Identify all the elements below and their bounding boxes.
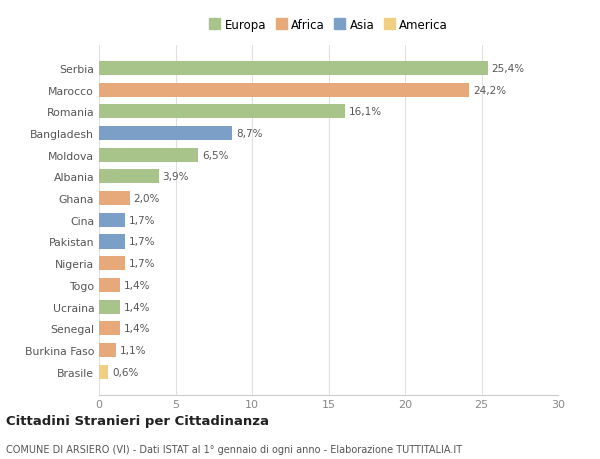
Bar — [99, 213, 125, 227]
Text: 16,1%: 16,1% — [349, 107, 382, 117]
Text: 8,7%: 8,7% — [236, 129, 262, 139]
Text: Cittadini Stranieri per Cittadinanza: Cittadini Stranieri per Cittadinanza — [6, 414, 269, 428]
Bar — [99, 257, 125, 271]
Text: COMUNE DI ARSIERO (VI) - Dati ISTAT al 1° gennaio di ogni anno - Elaborazione TU: COMUNE DI ARSIERO (VI) - Dati ISTAT al 1… — [6, 444, 462, 454]
Text: 3,9%: 3,9% — [163, 172, 189, 182]
Text: 1,1%: 1,1% — [119, 345, 146, 355]
Text: 6,5%: 6,5% — [202, 151, 229, 160]
Text: 25,4%: 25,4% — [491, 64, 524, 74]
Text: 2,0%: 2,0% — [133, 194, 160, 204]
Bar — [99, 300, 121, 314]
Bar — [99, 84, 469, 97]
Text: 1,7%: 1,7% — [129, 258, 155, 269]
Text: 1,4%: 1,4% — [124, 302, 151, 312]
Bar — [99, 235, 125, 249]
Text: 1,4%: 1,4% — [124, 280, 151, 290]
Bar — [99, 321, 121, 336]
Bar — [99, 278, 121, 292]
Bar — [99, 148, 199, 162]
Text: 24,2%: 24,2% — [473, 85, 506, 95]
Bar — [99, 192, 130, 206]
Bar — [99, 105, 346, 119]
Bar — [99, 343, 116, 357]
Text: 0,6%: 0,6% — [112, 367, 139, 377]
Legend: Europa, Africa, Asia, America: Europa, Africa, Asia, America — [207, 17, 450, 34]
Bar — [99, 365, 108, 379]
Text: 1,4%: 1,4% — [124, 324, 151, 334]
Bar — [99, 127, 232, 141]
Bar — [99, 62, 488, 76]
Text: 1,7%: 1,7% — [129, 237, 155, 247]
Bar — [99, 170, 158, 184]
Text: 1,7%: 1,7% — [129, 215, 155, 225]
